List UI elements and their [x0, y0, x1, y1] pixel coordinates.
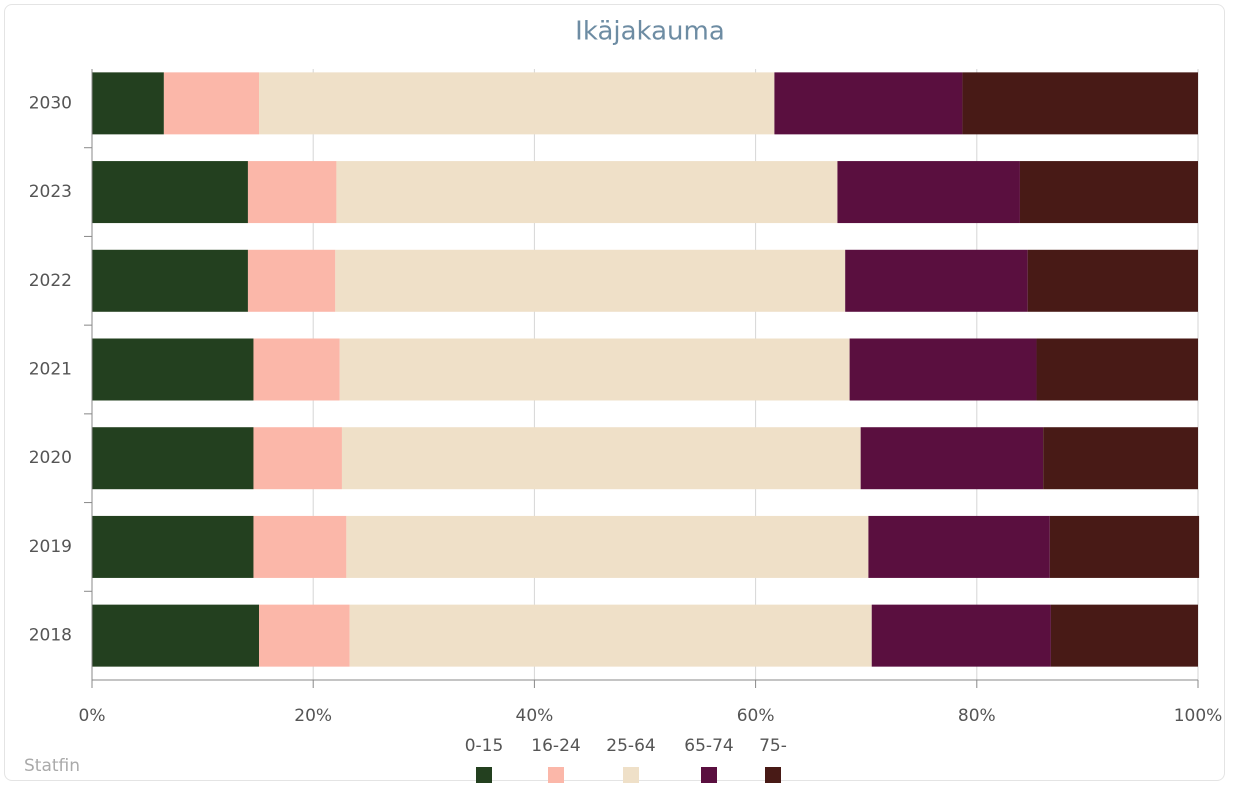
bar-segment	[163, 72, 260, 135]
bar-segment	[346, 515, 869, 578]
legend-swatch	[548, 767, 564, 783]
bar-segment	[849, 338, 1037, 401]
bar-segment	[92, 161, 248, 224]
bar-segment	[1043, 427, 1198, 490]
source: Statfin	[24, 756, 80, 776]
bar-segment	[349, 604, 872, 667]
bar-segment	[253, 427, 342, 490]
x-tick-label: 100%	[1174, 706, 1223, 726]
y-tick-label: 2023	[29, 182, 72, 202]
chart-title: Ikäjakauma	[575, 17, 725, 47]
bar-segment	[253, 515, 347, 578]
legend-label: 75-	[759, 736, 787, 756]
bar-segment	[259, 72, 775, 135]
bar-segment	[1050, 604, 1198, 667]
bar-segment	[92, 338, 254, 401]
bar-segment	[868, 515, 1050, 578]
legend-swatch	[701, 767, 717, 783]
legend-label: 25-64	[606, 736, 655, 756]
x-tick-label: 40%	[516, 706, 554, 726]
bar-segment	[341, 427, 861, 490]
bar-segment	[92, 427, 254, 490]
y-tick-label: 2019	[29, 537, 72, 557]
card	[4, 4, 1225, 781]
y-tick-label: 2018	[29, 626, 72, 646]
legend-label: 16-24	[531, 736, 580, 756]
bar-segment	[247, 249, 336, 312]
bar-segment	[1019, 161, 1198, 224]
bar-segment	[335, 249, 846, 312]
legend-label: 65-74	[684, 736, 733, 756]
legend-swatch	[623, 767, 639, 783]
bar-segment	[962, 72, 1198, 135]
bar-segment	[871, 604, 1051, 667]
bar-segment	[259, 604, 350, 667]
bar-segment	[774, 72, 963, 135]
x-tick-label: 80%	[958, 706, 996, 726]
bar-segment	[339, 338, 850, 401]
x-tick-label: 60%	[737, 706, 775, 726]
legend-swatch	[476, 767, 492, 783]
bar-segment	[247, 161, 337, 224]
y-tick-label: 2030	[29, 93, 72, 113]
bar-segment	[92, 604, 260, 667]
bar-segment	[1049, 515, 1200, 578]
bar-segment	[837, 161, 1020, 224]
legend-swatch	[765, 767, 781, 783]
x-tick-label: 0%	[79, 706, 106, 726]
bar-segment	[253, 338, 340, 401]
bar-segment	[92, 72, 164, 135]
y-tick-label: 2020	[29, 448, 72, 468]
bar-segment	[92, 515, 254, 578]
y-tick-label: 2022	[29, 271, 72, 291]
bar-segment	[845, 249, 1028, 312]
bar-segment	[1036, 338, 1198, 401]
x-tick-label: 20%	[294, 706, 332, 726]
bar-segment	[92, 249, 248, 312]
bar-segment	[1027, 249, 1198, 312]
bar-segment	[336, 161, 838, 224]
bar-segment	[860, 427, 1044, 490]
y-tick-label: 2021	[29, 360, 72, 380]
legend-label: 0-15	[465, 736, 504, 756]
